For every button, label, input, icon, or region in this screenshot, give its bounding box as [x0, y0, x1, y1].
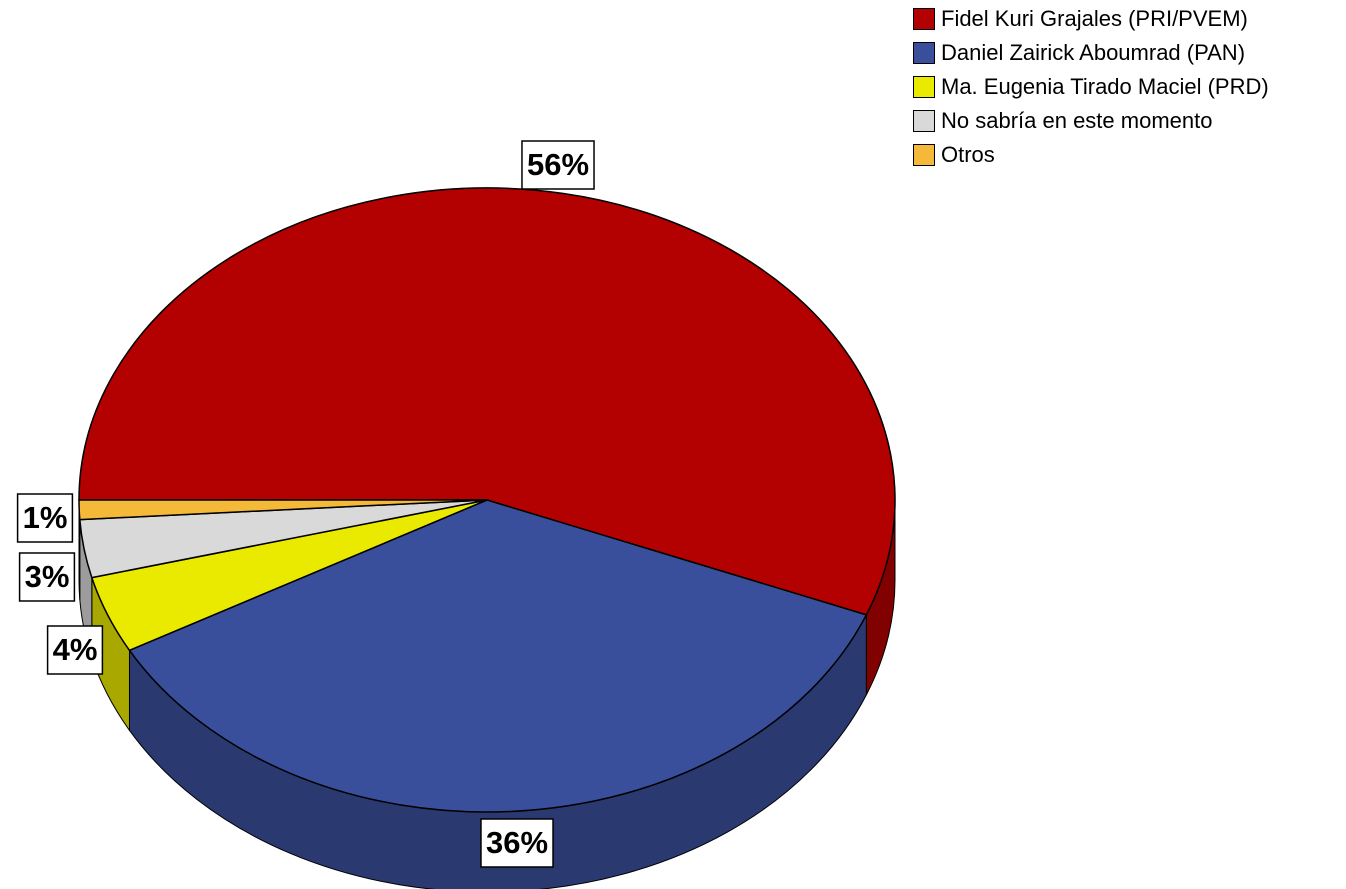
legend-swatch [913, 8, 935, 30]
pie-sides [78, 499, 896, 889]
legend-item: Ma. Eugenia Tirado Maciel (PRD) [913, 76, 1313, 98]
legend-label: No sabría en este momento [941, 108, 1213, 133]
data-label: 4% [53, 632, 98, 667]
data-label: 36% [486, 825, 548, 860]
legend-label: Ma. Eugenia Tirado Maciel (PRD) [941, 74, 1269, 99]
data-label-box [18, 552, 76, 602]
data-label-box [480, 818, 554, 868]
legend-label: Fidel Kuri Grajales (PRI/PVEM) [941, 6, 1248, 31]
legend-item: Fidel Kuri Grajales (PRI/PVEM) [913, 8, 1313, 30]
pie-tops [78, 187, 896, 813]
legend-label: Otros [941, 142, 995, 167]
slice [128, 499, 868, 813]
slice [78, 187, 896, 616]
legend-swatch [913, 144, 935, 166]
data-label: 3% [25, 559, 70, 594]
legend-label: Daniel Zairick Aboumrad (PAN) [941, 40, 1246, 65]
data-label-box [521, 140, 595, 190]
legend-item: Otros [913, 144, 1313, 166]
data-label: 1% [23, 500, 68, 535]
legend-swatch [913, 76, 935, 98]
data-label: 56% [527, 147, 589, 182]
legend-item: Daniel Zairick Aboumrad (PAN) [913, 42, 1313, 64]
legend-swatch [913, 42, 935, 64]
data-label-box [16, 493, 74, 543]
legend: Fidel Kuri Grajales (PRI/PVEM) Daniel Zai… [913, 8, 1313, 178]
slice [78, 499, 488, 521]
legend-item: No sabría en este momento [913, 110, 1313, 132]
data-label-box [46, 625, 104, 675]
legend-swatch [913, 110, 935, 132]
